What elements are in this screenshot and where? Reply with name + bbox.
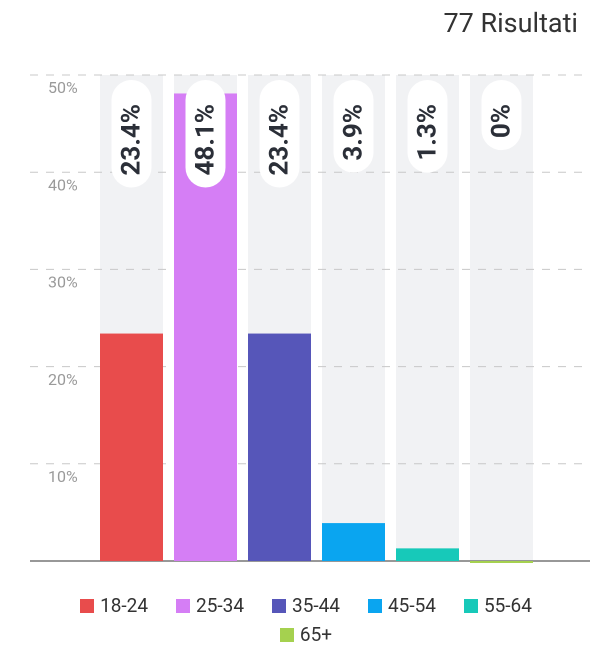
label-pill <box>481 80 522 151</box>
value-label: 23.4% <box>264 104 294 176</box>
value-label: 1.3% <box>412 104 442 161</box>
label-pill <box>185 80 226 188</box>
legend-label: 18-24 <box>100 594 149 617</box>
legend-item: 35-44 <box>272 594 340 617</box>
data-label: 23.4% <box>259 80 300 188</box>
legend-swatch <box>279 627 294 642</box>
y-tick-label: 10% <box>48 467 78 486</box>
value-label: 48.1% <box>190 104 220 176</box>
bar <box>322 523 385 561</box>
value-label: 23.4% <box>116 104 146 176</box>
label-pill <box>111 80 152 188</box>
legend-swatch <box>80 598 95 613</box>
legend-item: 55-64 <box>463 594 532 617</box>
bar <box>100 333 163 561</box>
y-tick-label: 30% <box>48 273 78 292</box>
legend-item: 25-34 <box>176 594 244 617</box>
legend-swatch <box>463 598 478 613</box>
legend-swatch <box>367 598 382 613</box>
y-tick-label: 50% <box>48 78 78 97</box>
legend-label: 25-34 <box>196 594 245 617</box>
data-label: 48.1% <box>185 80 226 188</box>
bar <box>396 548 459 561</box>
legend: 18-24 25-34 35-44 45-54 55-64 65+ <box>66 594 546 646</box>
y-tick-label: 40% <box>48 175 78 194</box>
data-label: 23.4% <box>111 80 152 188</box>
chart-title: 77 Risultati <box>443 7 578 39</box>
value-label: 0% <box>486 104 516 138</box>
chart: 77 Risultati 10% 20% 30% 40% 50% 23.4% 48.1% 23… <box>30 7 590 563</box>
data-label: 1.3% <box>407 80 448 173</box>
legend-label: 55-64 <box>483 594 532 617</box>
bar <box>248 333 311 561</box>
legend-item: 65+ <box>279 623 333 646</box>
legend-item: 18-24 <box>80 594 148 617</box>
bar-track <box>470 75 533 561</box>
data-label: 3.9% <box>333 80 374 173</box>
legend-swatch <box>272 598 287 613</box>
value-label: 3.9% <box>338 104 368 161</box>
legend-swatch <box>176 598 191 613</box>
label-pill <box>333 80 374 173</box>
data-label: 0% <box>481 80 522 151</box>
label-pill <box>407 80 448 173</box>
label-pill <box>259 80 300 188</box>
y-tick-label: 20% <box>48 370 78 389</box>
legend-label: 45-54 <box>387 594 436 617</box>
legend-label: 35-44 <box>292 594 340 617</box>
legend-label: 65+ <box>299 623 333 646</box>
bar <box>470 561 533 563</box>
legend-item: 45-54 <box>367 594 436 617</box>
